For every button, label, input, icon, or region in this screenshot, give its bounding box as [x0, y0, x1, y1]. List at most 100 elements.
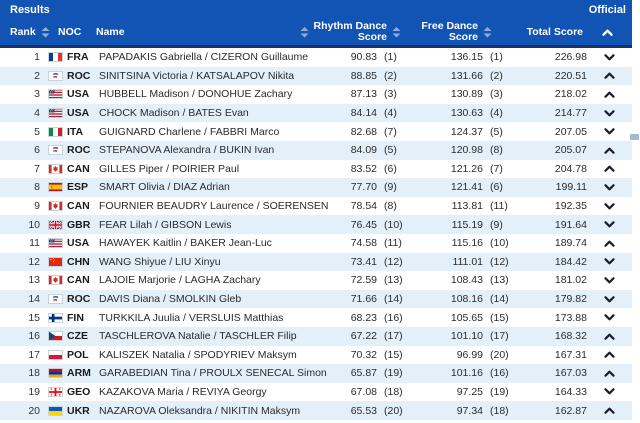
- free-dance-rank: (18): [490, 404, 509, 417]
- total-score: 205.07: [554, 144, 587, 157]
- table-row[interactable]: 9 CAN FOURNIER BEAUDRY Laurence / SOEREN…: [0, 196, 632, 216]
- expand-chevron-up-icon[interactable]: [587, 401, 632, 420]
- expand-chevron-down-icon[interactable]: [587, 104, 632, 123]
- sort-icon-rank[interactable]: [41, 26, 50, 38]
- table-row[interactable]: 18 ARM GARABEDIAN Tina / PROULX SENECAL …: [0, 364, 632, 383]
- flag-icon-usa: [40, 104, 64, 123]
- page-title: Results: [10, 3, 50, 16]
- rhythm-dance-rank: (11): [384, 237, 402, 250]
- table-row[interactable]: 11 USA HAWAYEK Kaitlin / BAKER Jean-Luc …: [0, 233, 632, 253]
- rank-value: 13: [28, 274, 40, 287]
- rank-value: 18: [28, 367, 40, 380]
- column-header-free-dance[interactable]: Free Dance Score: [405, 21, 478, 43]
- free-dance-score: 108.43: [450, 274, 483, 287]
- flag-icon-pol: [40, 346, 64, 365]
- rank-value: 15: [28, 311, 40, 324]
- free-dance-rank: (9): [490, 218, 503, 231]
- column-header-rank[interactable]: Rank: [0, 26, 58, 38]
- total-score: 204.78: [554, 162, 587, 175]
- table-row[interactable]: 2 ROC SINITSINA Victoria / KATSALAPOV Ni…: [0, 66, 632, 86]
- team-names: FOURNIER BEAUDRY Laurence / SOERENSEN Ni…: [99, 200, 330, 213]
- total-score: 220.51: [554, 69, 587, 82]
- expand-chevron-down-icon[interactable]: [587, 383, 632, 402]
- column-header-total-score[interactable]: Total Score: [496, 26, 583, 38]
- table-row[interactable]: 6 ROC STEPANOVA Alexandra / BUKIN Ivan 8…: [0, 140, 632, 160]
- rhythm-dance-score: 73.41: [350, 255, 377, 268]
- table-row[interactable]: 19 GEO KAZAKOVA Maria / REVIYA Georgy 67…: [0, 382, 632, 402]
- free-dance-score: 115.16: [451, 237, 483, 250]
- expand-chevron-up-icon[interactable]: [587, 234, 632, 253]
- rhythm-dance-rank: (6): [384, 162, 397, 175]
- free-dance-score: 96.99: [456, 348, 483, 361]
- status-badge: Official: [588, 3, 626, 16]
- rank-value: 1: [34, 51, 40, 64]
- team-names: SINITSINA Victoria / KATSALAPOV Nikita: [99, 69, 295, 82]
- table-row[interactable]: 20 UKR NAZAROVA Oleksandra / NIKITIN Mak…: [0, 401, 632, 420]
- expand-chevron-up-icon[interactable]: [587, 141, 632, 160]
- table-row[interactable]: 1 FRA PAPADAKIS Gabriella / CIZERON Guil…: [0, 48, 632, 67]
- table-row[interactable]: 17 POL KALISZEK Natalia / SPODYRIEV Maks…: [0, 345, 632, 365]
- free-dance-score: 97.25: [456, 385, 483, 398]
- expand-chevron-up-icon[interactable]: [587, 346, 632, 365]
- rank-value: 16: [28, 330, 40, 343]
- free-dance-rank: (10): [490, 237, 509, 250]
- rhythm-dance-rank: (15): [384, 348, 403, 361]
- sort-icon-name[interactable]: [296, 26, 312, 38]
- name-header-label: Name: [96, 26, 125, 38]
- rhythm-dance-score: 83.52: [350, 162, 377, 175]
- flag-icon-can: [40, 197, 64, 216]
- noc-code: POL: [67, 348, 89, 361]
- flag-icon-can: [40, 160, 64, 179]
- table-row[interactable]: 13 CAN LAJOIE Marjorie / LAGHA Zachary 7…: [0, 271, 632, 290]
- free-dance-score: 130.89: [450, 88, 483, 101]
- column-header-noc[interactable]: NOC: [58, 26, 96, 38]
- rhythm-dance-score: 76.45: [350, 218, 377, 231]
- noc-code: ROC: [67, 69, 91, 82]
- sort-icon-free-dance[interactable]: [478, 26, 496, 38]
- expand-chevron-up-icon[interactable]: [587, 364, 632, 383]
- team-names: PAPADAKIS Gabriella / CIZERON Guillaume: [99, 51, 309, 64]
- table-row[interactable]: 8 ESP SMART Olivia / DIAZ Adrian 77.70 (…: [0, 178, 632, 197]
- table-row[interactable]: 4 USA CHOCK Madison / BATES Evan 84.14 (…: [0, 103, 632, 123]
- table-row[interactable]: 14 ROC DAVIS Diana / SMOLKIN Gleb 71.66 …: [0, 289, 632, 309]
- sort-icon-rhythm-dance[interactable]: [387, 26, 405, 38]
- column-header-name[interactable]: Name: [96, 26, 296, 38]
- table-row[interactable]: 7 CAN GILLES Piper / POIRIER Paul 83.52 …: [0, 159, 632, 179]
- scrollbar-thumb[interactable]: [630, 134, 639, 140]
- active-sort-chevron-up-icon[interactable]: [583, 29, 632, 36]
- rank-value: 7: [34, 162, 40, 175]
- expand-chevron-down-icon[interactable]: [587, 215, 632, 234]
- expand-chevron-down-icon[interactable]: [587, 271, 632, 290]
- table-row[interactable]: 10 GBR FEAR Lilah / GIBSON Lewis 76.45 (…: [0, 215, 632, 234]
- noc-code: USA: [67, 88, 90, 101]
- expand-chevron-up-icon[interactable]: [587, 85, 632, 104]
- total-score: 199.11: [555, 181, 587, 194]
- expand-chevron-up-icon[interactable]: [587, 327, 632, 346]
- expand-chevron-down-icon[interactable]: [587, 122, 632, 141]
- rhythm-dance-score: 72.59: [350, 274, 377, 287]
- table-row[interactable]: 15 FIN TURKKILA Juulia / VERSLUIS Matthi…: [0, 308, 632, 327]
- free-dance-score: 108.16: [450, 293, 483, 306]
- table-row[interactable]: 3 USA HUBBELL Madison / DONOHUE Zachary …: [0, 85, 632, 104]
- column-header-rhythm-dance[interactable]: Rhythm Dance Score: [312, 21, 387, 43]
- expand-chevron-up-icon[interactable]: [587, 67, 632, 86]
- expand-chevron-down-icon[interactable]: [587, 308, 632, 327]
- expand-chevron-down-icon[interactable]: [587, 290, 632, 309]
- table-row[interactable]: 5 ITA GUIGNARD Charlene / FABBRI Marco 8…: [0, 122, 632, 141]
- table-row[interactable]: 16 CZE TASCHLEROVA Natalie / TASCHLER Fi…: [0, 326, 632, 346]
- free-dance-rank: (3): [490, 88, 503, 101]
- expand-chevron-up-icon[interactable]: [587, 160, 632, 179]
- free-dance-score: 101.10: [450, 330, 483, 343]
- team-names: WANG Shiyue / LIU Xinyu: [99, 255, 221, 268]
- rhythm-dance-rank: (13): [384, 274, 403, 287]
- flag-icon-ita: [40, 122, 64, 141]
- free-dance-rank: (13): [490, 274, 509, 287]
- total-score: 167.31: [554, 348, 587, 361]
- expand-chevron-down-icon[interactable]: [587, 197, 632, 216]
- expand-chevron-down-icon[interactable]: [587, 48, 632, 67]
- expand-chevron-down-icon[interactable]: [587, 178, 632, 197]
- total-score: 173.88: [554, 311, 587, 324]
- table-row[interactable]: 12 CHN WANG Shiyue / LIU Xinyu 73.41 (12…: [0, 252, 632, 272]
- rhythm-dance-rank: (10): [384, 218, 403, 231]
- expand-chevron-down-icon[interactable]: [587, 253, 632, 272]
